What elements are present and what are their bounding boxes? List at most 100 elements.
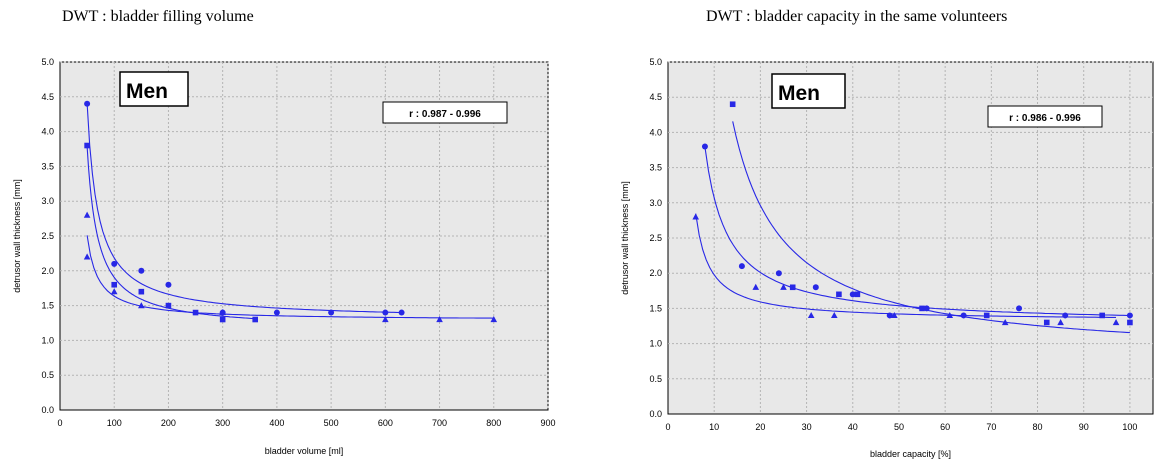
y-tick-label: 2.5 <box>649 233 662 243</box>
fit-curve-circle <box>86 103 402 314</box>
left-chart-title: DWT : bladder filling volume <box>62 8 254 25</box>
data-point-triangle <box>83 253 91 260</box>
x-tick-label: 50 <box>894 422 904 432</box>
x-tick-label: 0 <box>665 422 670 432</box>
panel-label-box <box>119 71 189 107</box>
x-tick-label: 90 <box>1079 422 1089 432</box>
data-point-square <box>138 288 145 295</box>
data-point-square <box>252 316 258 323</box>
y-tick-label: 4.0 <box>41 127 54 137</box>
y-axis-title: detrusor wall thickness [mm] <box>12 179 22 293</box>
data-point-circle <box>328 309 335 316</box>
data-point-square <box>111 281 118 288</box>
data-point-circle <box>398 309 405 316</box>
panel-label: Men <box>778 82 820 105</box>
y-tick-label: 2.5 <box>41 231 54 241</box>
fit-curve-triangle <box>695 213 1116 318</box>
data-point-triangle <box>382 316 389 323</box>
x-tick-label: 0 <box>57 418 62 428</box>
data-point-circle <box>849 291 856 298</box>
y-tick-label: 2.0 <box>41 266 54 276</box>
data-point-square <box>854 291 861 298</box>
data-point-triangle <box>1112 318 1120 326</box>
grid <box>668 61 1153 414</box>
data-point-square <box>1099 312 1105 319</box>
y-tick-label: 3.5 <box>649 163 662 173</box>
x-tick-label: 70 <box>986 422 996 432</box>
data-point-square <box>983 312 990 319</box>
x-tick-label: 100 <box>1122 422 1137 432</box>
panel-label-box <box>771 73 846 109</box>
data-point-circle <box>1062 312 1069 319</box>
fit-curve-square <box>732 121 1130 334</box>
x-tick-label: 400 <box>269 418 284 428</box>
data-point-circle <box>84 100 91 107</box>
data-point-square <box>165 302 172 309</box>
data-point-triangle <box>1057 318 1064 326</box>
data-point-triangle <box>946 311 954 319</box>
data-point-triangle <box>830 311 838 319</box>
y-tick-label: 5.0 <box>649 57 662 67</box>
y-tick-label: 3.0 <box>41 196 54 206</box>
data-point-circle <box>1016 305 1023 312</box>
fit-curve-circle <box>704 147 1130 317</box>
x-tick-label: 80 <box>1033 422 1043 432</box>
y-tick-label: 4.5 <box>41 92 54 102</box>
y-tick-label: 4.0 <box>649 127 662 137</box>
data-point-circle <box>960 312 967 319</box>
data-point-square <box>836 291 842 298</box>
x-tick-label: 300 <box>215 418 230 428</box>
y-tick-label: 1.0 <box>649 339 662 349</box>
right-chart-title: DWT : bladder capacity in the same volun… <box>706 8 1008 25</box>
data-point-triangle <box>891 311 898 319</box>
data-point-triangle <box>138 302 145 309</box>
y-tick-label: 1.0 <box>41 335 54 345</box>
x-tick-label: 40 <box>848 422 858 432</box>
data-point-triangle <box>1001 318 1009 326</box>
x-tick-label: 700 <box>432 418 447 428</box>
y-axis-title: detrusor wall thickness [mm] <box>620 181 630 295</box>
y-tick-label: 3.0 <box>649 198 662 208</box>
data-point-circle <box>382 309 389 316</box>
x-axis-title: bladder capacity [%] <box>870 449 951 459</box>
data-point-square <box>729 101 736 108</box>
right-chart: 0 10 20 30 40 50 60 70 80 90 100 0.0 0.5 1.0 1.5 2.0 2.5… <box>620 57 1154 459</box>
data-point-triangle <box>752 283 760 290</box>
correlation-box <box>987 105 1103 128</box>
data-point-square <box>192 309 199 316</box>
data-point-square <box>789 284 796 291</box>
data-point-circle <box>273 309 280 316</box>
data-point-circle <box>138 267 145 274</box>
data-point-triangle <box>490 316 498 323</box>
data-point-circle <box>111 260 118 267</box>
y-tick-label: 4.5 <box>649 92 662 102</box>
panel-label: Men <box>126 80 168 103</box>
data-point-triangle <box>436 316 443 323</box>
y-tick-label: 2.0 <box>649 268 662 278</box>
left-chart: 0 100 200 300 400 500 600 700 800 900 0.0 0.5 1.0 1.5… <box>12 57 556 456</box>
fit-curves <box>695 121 1130 334</box>
data-point-triangle <box>692 213 700 220</box>
x-axis-title: bladder volume [ml] <box>265 446 344 456</box>
correlation-box <box>382 101 508 124</box>
data-point-square <box>919 305 925 312</box>
data-point-circle <box>1126 312 1133 319</box>
x-tick-label: 10 <box>709 422 719 432</box>
y-tick-label: 0.0 <box>649 409 662 419</box>
x-tick-label: 60 <box>940 422 950 432</box>
data-point-circle <box>923 305 930 312</box>
data-point-square <box>1127 319 1133 326</box>
fit-curve-triangle <box>86 235 494 319</box>
x-tick-label: 500 <box>324 418 339 428</box>
correlation-annotation: r : 0.987 - 0.996 <box>409 109 481 120</box>
data-point-circle <box>886 312 893 319</box>
data-point-triangle <box>83 211 91 218</box>
data-point-circle <box>812 284 819 291</box>
data-point-circle <box>775 270 782 277</box>
data-point-square <box>1043 319 1050 326</box>
data-points <box>692 101 1133 326</box>
y-tick-label: 1.5 <box>649 303 662 313</box>
x-tick-label: 600 <box>378 418 393 428</box>
data-point-square <box>219 316 226 323</box>
data-point-circle <box>701 143 708 150</box>
